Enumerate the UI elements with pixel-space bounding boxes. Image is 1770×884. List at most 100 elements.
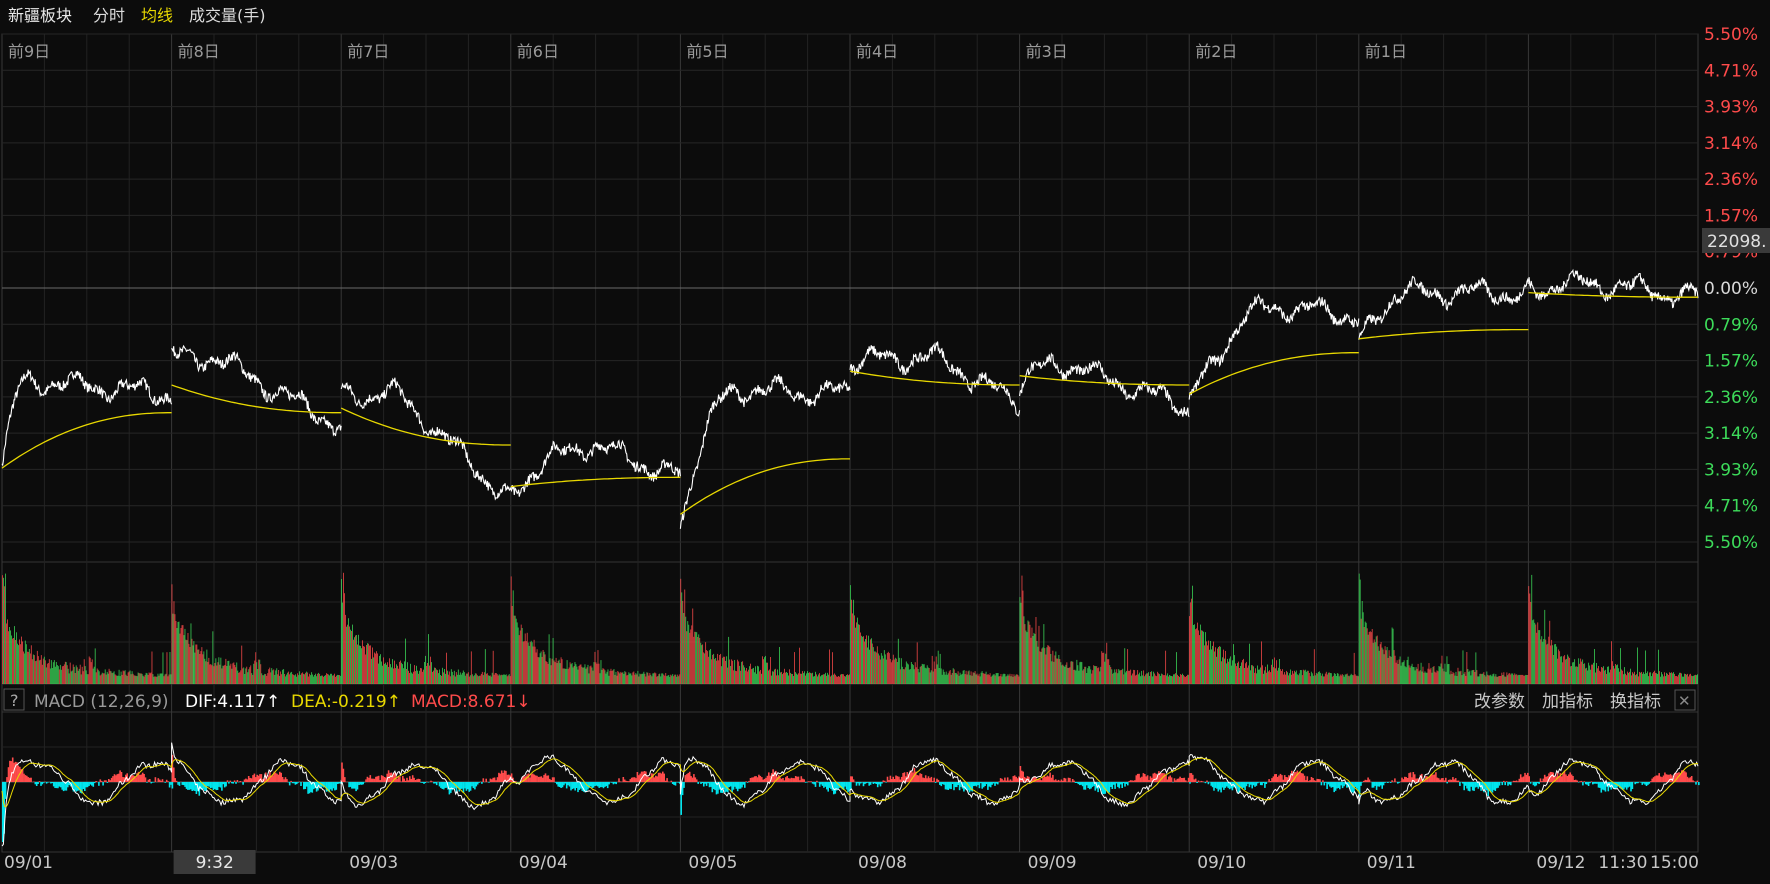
add-indicator-button[interactable]: 加指标 (1542, 692, 1593, 712)
volume-bar (709, 650, 711, 684)
volume-bar (1093, 665, 1095, 684)
volume-bar (213, 666, 215, 684)
pct-tick-label: 3.14% (1704, 424, 1758, 444)
volume-bar (397, 665, 398, 684)
macd-bar (1452, 777, 1454, 782)
macd-bar (1443, 780, 1446, 782)
macd-bar (1194, 778, 1197, 782)
volume-bar (1176, 652, 1177, 684)
volume-bar (69, 662, 71, 684)
macd-bar (1131, 780, 1133, 782)
volume-bar (1594, 649, 1595, 684)
volume-bar (1100, 666, 1102, 684)
volume-bar (573, 666, 575, 684)
volume-bar (408, 670, 409, 684)
macd-bar (800, 776, 803, 782)
macd-bar (1576, 780, 1579, 782)
macd-bar (110, 777, 113, 782)
volume-bar (1560, 656, 1562, 684)
macd-bar (1381, 782, 1383, 789)
volume-bar (1036, 640, 1038, 684)
volume-bar (1114, 669, 1116, 684)
volume-bar (1555, 644, 1557, 684)
macd-bar (1101, 782, 1104, 794)
volume-bar (1607, 666, 1608, 684)
switch-indicator-button[interactable]: 换指标 (1610, 692, 1661, 712)
macd-bar (344, 777, 346, 782)
volume-bar (911, 664, 913, 684)
macd-bar (1652, 777, 1655, 782)
volume-bar (576, 666, 578, 684)
volume-bar (1236, 666, 1237, 684)
volume-bar (520, 624, 522, 684)
volume-bar (1470, 675, 1472, 684)
tab-volume[interactable]: 成交量(手) (189, 6, 266, 25)
volume-bar (358, 634, 359, 684)
macd-bar (793, 778, 796, 782)
volume-bar (433, 670, 434, 684)
volume-bar (130, 674, 132, 684)
volume-bar (627, 674, 629, 684)
volume-bar (1032, 636, 1034, 684)
volume-bar (1595, 672, 1596, 684)
macd-bar (423, 782, 425, 784)
volume-bar (609, 670, 611, 684)
macd-bar (1132, 780, 1135, 782)
macd-bar (1341, 782, 1344, 789)
close-button[interactable] (1674, 689, 1696, 711)
volume-bar (7, 619, 8, 684)
volume-bar (687, 621, 689, 684)
help-button[interactable] (3, 688, 25, 711)
volume-bar (1539, 630, 1541, 684)
volume-bar (625, 672, 627, 684)
macd-bar (541, 777, 544, 782)
volume-bar (1445, 671, 1447, 684)
volume-bar (265, 674, 267, 684)
volume-bar (1545, 639, 1547, 684)
tab-junxian[interactable]: 均线 (141, 6, 173, 25)
volume-bar (1104, 661, 1106, 684)
macd-bar (558, 782, 561, 787)
volume-bar (203, 651, 205, 684)
volume-bar (229, 665, 231, 684)
volume-bar (1196, 628, 1197, 684)
tab-fenshi[interactable]: 分时 (93, 6, 125, 25)
price-line-09-05 (679, 374, 851, 529)
macd-bar (1329, 782, 1331, 787)
volume-bar (1574, 659, 1576, 684)
volume-bar (1113, 672, 1115, 684)
avg-line-09-08 (849, 370, 1020, 386)
volume-bar (866, 635, 867, 684)
volume-bar (1622, 670, 1623, 684)
macd-bar (1354, 782, 1357, 787)
help-icon[interactable]: ? (10, 691, 19, 710)
macd-bar (765, 777, 767, 782)
pct-tick-label: 3.14% (1704, 134, 1758, 154)
volume-bar (8, 631, 9, 684)
macd-bar (1190, 773, 1193, 782)
close-icon[interactable]: ✕ (1678, 692, 1691, 710)
macd-bar (1617, 782, 1619, 787)
macd-bar (1333, 782, 1335, 793)
macd-bar (1002, 780, 1005, 782)
volume-bar (76, 667, 78, 684)
macd-bar (271, 775, 274, 782)
volume-bar (1686, 674, 1687, 684)
volume-bar (755, 666, 756, 684)
volume-bar (898, 657, 900, 684)
macd-bar (864, 782, 866, 785)
cursor-time-label: 9:32 (196, 853, 234, 873)
macd-bar (970, 782, 972, 791)
volume-bar (447, 670, 448, 684)
volume-bar (1606, 673, 1607, 684)
volume-bar (629, 673, 631, 684)
volume-bar (776, 675, 777, 684)
volume-bar (635, 673, 637, 684)
volume-bar (1537, 622, 1539, 684)
macd-bar (1242, 782, 1245, 788)
volume-bar (446, 652, 447, 684)
volume-bar (601, 669, 603, 684)
change-params-button[interactable]: 改参数 (1474, 692, 1525, 712)
macd-bar (688, 771, 691, 782)
